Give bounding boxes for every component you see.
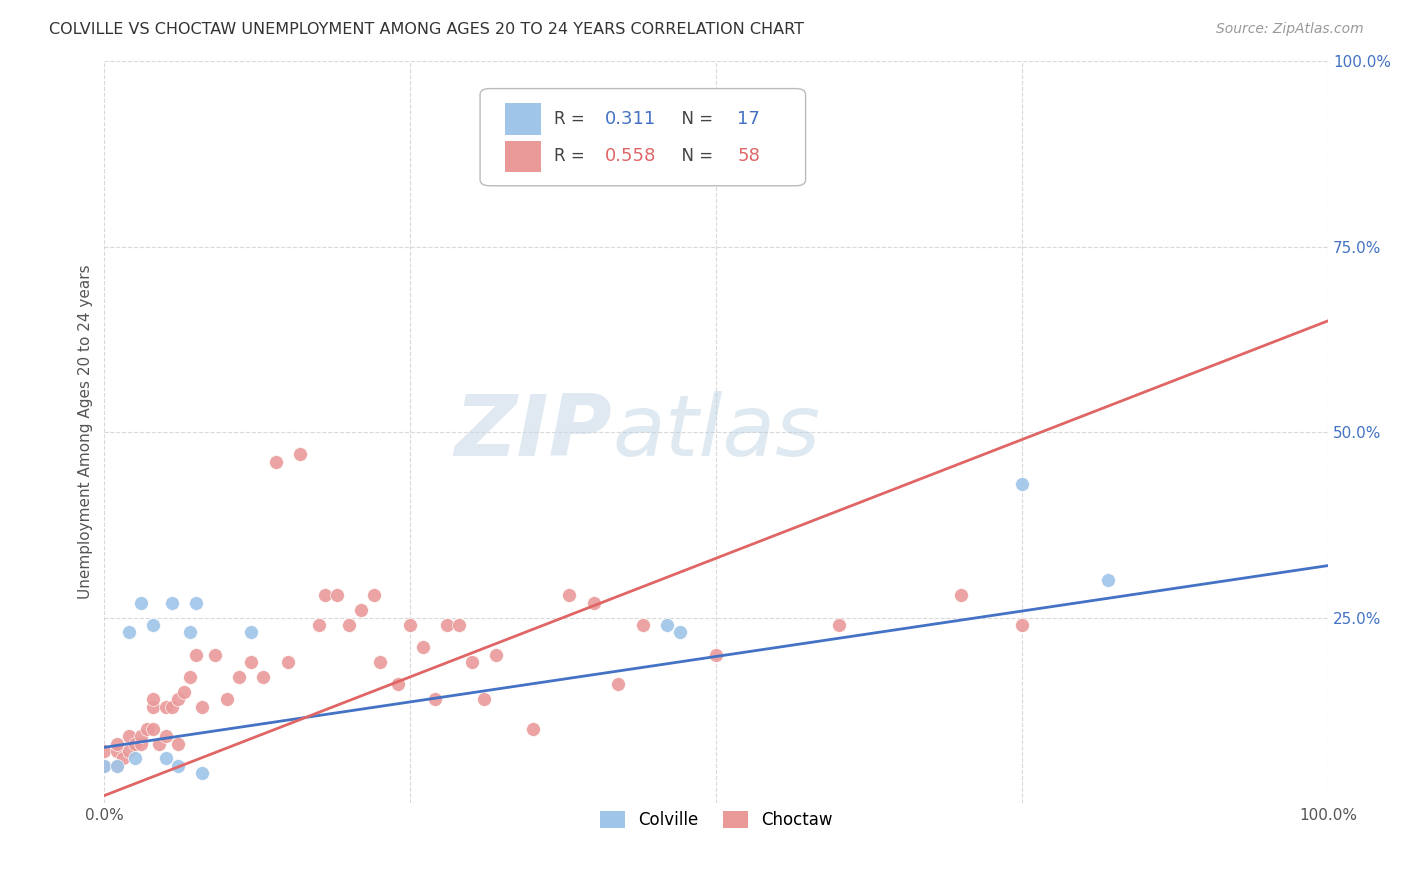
Point [179, 625, 201, 640]
Point [399, 618, 422, 632]
Point [368, 655, 391, 669]
Point [449, 618, 471, 632]
Point [105, 759, 128, 773]
Point [118, 729, 141, 743]
Point [252, 670, 274, 684]
Point [240, 655, 263, 669]
Point [704, 648, 727, 662]
Legend: Colville, Choctaw: Colville, Choctaw [593, 804, 839, 836]
Point [186, 648, 208, 662]
Point [290, 447, 312, 461]
Point [155, 729, 177, 743]
Point [337, 618, 360, 632]
Text: N =: N = [671, 110, 718, 128]
Point [308, 618, 330, 632]
FancyBboxPatch shape [505, 103, 541, 135]
Point [412, 640, 434, 655]
Text: atlas: atlas [612, 391, 820, 474]
FancyBboxPatch shape [479, 88, 806, 186]
Text: COLVILLE VS CHOCTAW UNEMPLOYMENT AMONG AGES 20 TO 24 YEARS CORRELATION CHART: COLVILLE VS CHOCTAW UNEMPLOYMENT AMONG A… [49, 22, 804, 37]
Point [166, 692, 188, 706]
Point [1011, 618, 1033, 632]
Point [142, 618, 165, 632]
Point [129, 596, 152, 610]
FancyBboxPatch shape [505, 141, 541, 171]
Point [142, 722, 165, 736]
Point [631, 618, 654, 632]
Point [350, 603, 373, 617]
Point [485, 648, 508, 662]
Point [668, 625, 690, 640]
Point [179, 670, 201, 684]
Point [129, 729, 152, 743]
Point [363, 588, 385, 602]
Point [264, 455, 287, 469]
Point [93, 759, 115, 773]
Text: 58: 58 [737, 147, 759, 165]
Text: 0.311: 0.311 [605, 110, 657, 128]
Text: R =: R = [554, 110, 589, 128]
Point [827, 618, 849, 632]
Text: Source: ZipAtlas.com: Source: ZipAtlas.com [1216, 22, 1364, 37]
Point [522, 722, 544, 736]
Point [166, 737, 188, 751]
Point [155, 751, 177, 765]
Point [105, 759, 128, 773]
Point [124, 737, 146, 751]
Point [118, 744, 141, 758]
Y-axis label: Unemployment Among Ages 20 to 24 years: Unemployment Among Ages 20 to 24 years [79, 265, 93, 599]
Point [423, 692, 446, 706]
Point [118, 625, 141, 640]
Point [124, 751, 146, 765]
Point [314, 588, 336, 602]
Text: ZIP: ZIP [454, 391, 612, 474]
Text: 17: 17 [737, 110, 759, 128]
Point [204, 648, 226, 662]
Point [173, 684, 195, 698]
Point [160, 596, 183, 610]
Point [228, 670, 250, 684]
Point [111, 751, 134, 765]
Point [93, 759, 115, 773]
Point [191, 766, 214, 780]
Point [155, 699, 177, 714]
Point [277, 655, 299, 669]
Point [105, 737, 128, 751]
Point [582, 596, 605, 610]
Point [1011, 477, 1033, 491]
Point [240, 625, 263, 640]
Point [136, 722, 159, 736]
Point [387, 677, 409, 691]
Point [326, 588, 349, 602]
Text: 0.558: 0.558 [605, 147, 657, 165]
Point [142, 692, 165, 706]
Point [142, 699, 165, 714]
Point [950, 588, 973, 602]
Point [129, 737, 152, 751]
Point [148, 737, 170, 751]
Point [607, 677, 630, 691]
Point [460, 655, 482, 669]
Point [105, 744, 128, 758]
Point [191, 699, 214, 714]
Point [186, 596, 208, 610]
Text: R =: R = [554, 147, 589, 165]
Point [1097, 574, 1119, 588]
Point [472, 692, 495, 706]
Point [93, 744, 115, 758]
Text: N =: N = [671, 147, 718, 165]
Point [558, 588, 581, 602]
Point [160, 699, 183, 714]
Point [436, 618, 458, 632]
Point [215, 692, 238, 706]
Point [166, 759, 188, 773]
Point [657, 618, 679, 632]
